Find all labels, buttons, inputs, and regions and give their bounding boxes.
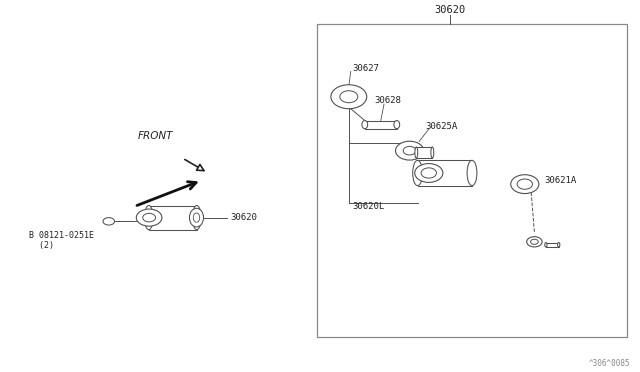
Ellipse shape <box>431 147 434 158</box>
Bar <box>417 160 472 186</box>
Ellipse shape <box>103 218 115 225</box>
Ellipse shape <box>413 160 422 186</box>
Ellipse shape <box>193 213 200 222</box>
Ellipse shape <box>143 214 156 222</box>
Bar <box>417 147 433 158</box>
Ellipse shape <box>421 168 436 178</box>
Ellipse shape <box>145 205 153 230</box>
Bar <box>149 205 197 230</box>
Ellipse shape <box>531 239 538 244</box>
Text: 30625A: 30625A <box>426 122 458 131</box>
Ellipse shape <box>136 209 162 226</box>
Bar <box>365 121 397 129</box>
Ellipse shape <box>396 141 424 160</box>
Ellipse shape <box>394 121 400 129</box>
Bar <box>546 243 559 247</box>
Ellipse shape <box>331 85 367 109</box>
Ellipse shape <box>340 91 358 103</box>
Ellipse shape <box>517 179 532 189</box>
Text: FRONT: FRONT <box>138 131 173 141</box>
Text: ^306^0085: ^306^0085 <box>589 359 630 368</box>
Ellipse shape <box>545 243 547 247</box>
Text: 30628: 30628 <box>374 96 401 105</box>
Ellipse shape <box>415 147 418 158</box>
Text: B 08121-0251E
  (2): B 08121-0251E (2) <box>29 231 94 250</box>
Ellipse shape <box>467 160 477 186</box>
Bar <box>317 24 627 337</box>
Ellipse shape <box>189 208 204 227</box>
Ellipse shape <box>557 243 560 247</box>
Text: 30620: 30620 <box>435 5 466 15</box>
Text: 30620L: 30620L <box>352 202 384 211</box>
Ellipse shape <box>403 147 416 155</box>
Text: 30620: 30620 <box>230 213 257 222</box>
Text: 30627: 30627 <box>353 64 380 73</box>
Ellipse shape <box>511 175 539 193</box>
Text: 30621A: 30621A <box>544 176 576 185</box>
Ellipse shape <box>415 164 443 182</box>
Ellipse shape <box>193 205 201 230</box>
Ellipse shape <box>362 121 367 129</box>
Ellipse shape <box>527 237 542 247</box>
